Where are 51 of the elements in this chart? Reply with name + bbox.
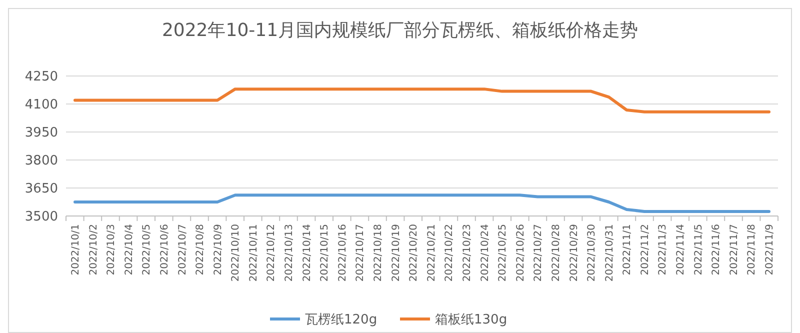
x-tick-label: 2022/10/12 — [266, 224, 278, 282]
x-tick-label: 2022/10/18 — [373, 224, 384, 282]
x-tick-label: 2022/10/24 — [480, 224, 491, 282]
y-tick-label: 4250 — [24, 70, 58, 85]
x-tick-label: 2022/10/19 — [390, 224, 402, 282]
x-tick-label: 2022/10/14 — [302, 224, 313, 282]
x-tick-label: 2022/10/26 — [515, 224, 526, 282]
y-tick-label: 3650 — [24, 182, 58, 197]
x-tick-label: 2022/10/17 — [355, 224, 366, 282]
x-tick-label: 2022/10/1 — [70, 224, 82, 276]
x-tick-label: 2022/10/3 — [106, 224, 118, 276]
x-tick-label: 2022/10/21 — [426, 224, 438, 282]
x-tick-label: 2022/10/10 — [230, 224, 242, 282]
x-tick-label: 2022/10/15 — [320, 224, 331, 282]
y-tick-label: 4100 — [24, 98, 58, 113]
x-tick-label: 2022/11/7 — [728, 224, 740, 276]
x-tick-label: 2022/10/8 — [195, 224, 206, 276]
x-tick-label: 2022/10/11 — [248, 224, 260, 282]
x-tick-label: 2022/11/2 — [640, 224, 651, 276]
x-tick-label: 2022/10/16 — [337, 224, 348, 282]
x-tick-label: 2022/10/23 — [462, 224, 473, 282]
x-tick-label: 2022/10/29 — [568, 224, 580, 282]
x-tick-label: 2022/11/4 — [676, 224, 687, 276]
x-tick-label: 2022/10/9 — [212, 224, 224, 276]
chart-title: 2022年10-11月国内规模纸厂部分瓦楞纸、箱板纸价格走势 — [162, 20, 638, 41]
x-tick-label: 2022/10/22 — [444, 224, 456, 282]
x-tick-label: 2022/11/3 — [658, 224, 669, 276]
legend-label: 瓦楞纸120g — [305, 312, 378, 328]
x-tick-label: 2022/10/20 — [408, 224, 420, 282]
x-tick-label: 2022/10/2 — [88, 224, 100, 276]
x-tick-label: 2022/10/4 — [124, 224, 135, 276]
x-tick-label: 2022/10/13 — [284, 224, 296, 282]
x-tick-label: 2022/10/30 — [586, 224, 598, 282]
x-tick-label: 2022/10/6 — [159, 224, 170, 276]
x-tick-label: 2022/10/27 — [533, 224, 544, 282]
x-tick-label: 2022/11/6 — [711, 224, 722, 276]
line-series — [74, 88, 770, 114]
y-tick-label: 3800 — [24, 154, 58, 169]
x-tick-label: 2022/10/7 — [177, 224, 188, 276]
x-tick-label: 2022/10/5 — [142, 224, 153, 276]
x-tick-label: 2022/11/5 — [693, 224, 704, 276]
x-tick-label: 2022/10/31 — [604, 224, 616, 282]
y-tick-label: 3500 — [24, 210, 58, 225]
x-tick-label: 2022/10/25 — [498, 224, 509, 282]
y-tick-label: 3950 — [24, 126, 58, 141]
x-tick-label: 2022/11/1 — [622, 224, 634, 276]
x-tick-label: 2022/10/28 — [550, 224, 562, 282]
x-tick-label: 2022/11/9 — [764, 224, 776, 276]
x-tick-label: 2022/11/8 — [746, 224, 758, 276]
legend-label: 箱板纸130g — [435, 312, 508, 328]
line-series — [74, 194, 770, 214]
